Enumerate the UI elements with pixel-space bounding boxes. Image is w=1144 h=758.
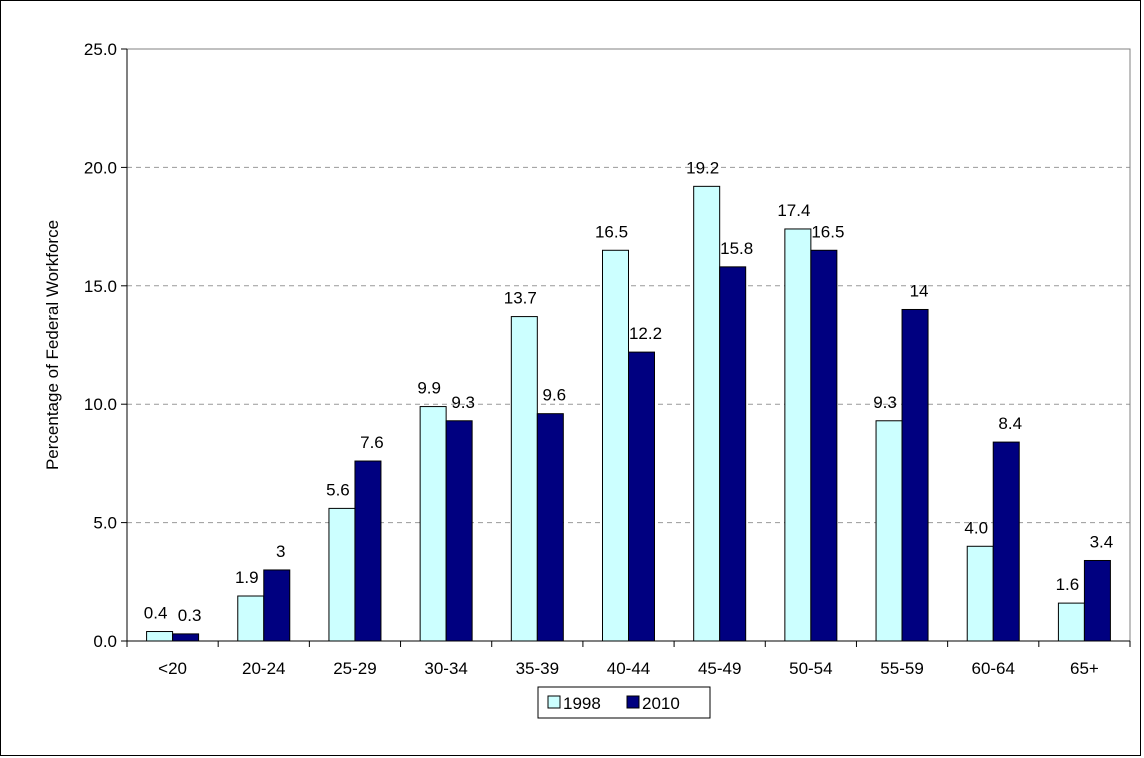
legend: 1998 2010 — [537, 686, 711, 719]
bar-2010 — [810, 249, 838, 642]
data-label-2010: 9.6 — [542, 386, 566, 405]
bar-2010 — [172, 633, 200, 642]
tick-labels: 0.0 5.0 10.0 15.0 20.0 25.0 <20 20-24 25-29 30-34… — [84, 40, 1099, 678]
x-tick-label: 35-39 — [516, 659, 559, 678]
data-label-2010: 8.4 — [998, 414, 1022, 433]
data-label-1998: 5.6 — [326, 480, 350, 499]
y-tick-label: 20.0 — [84, 158, 117, 177]
data-label-2010: 0.3 — [178, 606, 202, 625]
legend-label-1998: 1998 — [563, 694, 601, 713]
bar-1998 — [602, 249, 629, 642]
data-label-2010: 16.5 — [811, 222, 844, 241]
x-tick-label: 60-64 — [971, 659, 1014, 678]
bar-2010 — [628, 351, 655, 642]
x-tick-label: 30-34 — [424, 659, 467, 678]
bar-2010 — [901, 308, 929, 642]
bar-1998 — [328, 507, 356, 642]
data-label-1998: 4.0 — [964, 518, 988, 537]
y-tick-label: 0.0 — [93, 632, 117, 651]
bar-1998 — [966, 545, 994, 642]
legend-swatch-2010 — [626, 695, 640, 709]
bar-1998 — [419, 406, 447, 642]
y-tick-label: 25.0 — [84, 40, 117, 59]
bar-1998 — [237, 595, 265, 642]
x-tick-label: <20 — [158, 659, 187, 678]
data-label-1998: 9.3 — [873, 393, 897, 412]
y-tick-label: 15.0 — [84, 277, 117, 296]
data-label-1998: 19.2 — [686, 158, 719, 177]
y-tick-label: 5.0 — [93, 514, 117, 533]
bar-2010 — [354, 460, 382, 642]
bar-1998 — [784, 228, 812, 642]
data-label-2010: 3 — [276, 542, 285, 561]
x-tick-label: 55-59 — [880, 659, 923, 678]
x-tick-label: 20-24 — [242, 659, 285, 678]
data-label-2010: 7.6 — [360, 433, 384, 452]
legend-label-2010: 2010 — [642, 694, 680, 713]
bar-1998 — [146, 631, 174, 642]
bar-1998 — [510, 316, 538, 642]
data-label-1998: 16.5 — [595, 222, 628, 241]
bar-2010 — [536, 413, 564, 642]
bar-1998 — [875, 420, 903, 642]
data-label-2010: 15.8 — [720, 239, 753, 258]
data-label-2010: 14 — [910, 281, 929, 300]
legend-box — [537, 686, 711, 719]
data-label-1998: 17.4 — [777, 201, 810, 220]
data-label-1998: 13.7 — [504, 289, 537, 308]
y-axis-title: Percentage of Federal Workforce — [43, 220, 62, 470]
bar-2010 — [719, 266, 747, 642]
x-tick-label: 45-49 — [698, 659, 741, 678]
data-label-1998: 1.6 — [1056, 575, 1080, 594]
x-tick-label: 65+ — [1070, 659, 1099, 678]
data-label-2010: 9.3 — [451, 393, 475, 412]
x-tick-label: 50-54 — [789, 659, 832, 678]
bar-2010 — [1083, 559, 1111, 642]
legend-swatch-1998 — [547, 695, 561, 709]
bar-1998 — [1057, 602, 1085, 642]
bar-2010 — [445, 420, 473, 642]
bar-1998 — [693, 185, 721, 642]
data-labels: 0.4 0.3 1.9 3 5.6 7.6 9.9 9.3 13.7 9.6 16.5 12.2 19.… — [144, 158, 1113, 625]
data-label-1998: 0.4 — [144, 604, 168, 623]
y-tick-label: 10.0 — [84, 395, 117, 414]
x-tick-label: 25-29 — [333, 659, 376, 678]
x-tick-label: 40-44 — [607, 659, 650, 678]
data-label-1998: 1.9 — [235, 568, 259, 587]
bars — [146, 185, 1111, 642]
bar-2010 — [992, 441, 1020, 642]
data-label-1998: 9.9 — [417, 379, 441, 398]
data-label-2010: 3.4 — [1090, 532, 1114, 551]
bar-2010 — [263, 569, 291, 642]
data-label-2010: 12.2 — [629, 324, 662, 343]
